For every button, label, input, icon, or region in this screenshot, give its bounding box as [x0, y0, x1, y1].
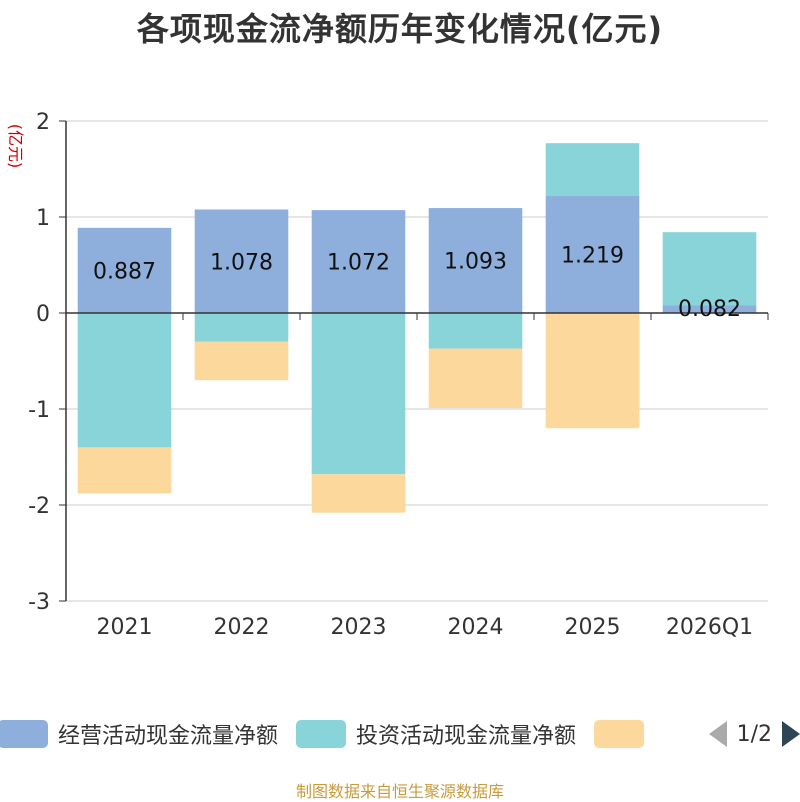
chart-title: 各项现金流净额历年变化情况(亿元): [136, 10, 664, 48]
legend-label: 经营活动现金流量净额: [58, 724, 279, 749]
y-tick-label: 0: [36, 302, 50, 327]
bar-segment: [662, 305, 757, 313]
legend-item[interactable]: 经营活动现金流量净额: [0, 718, 278, 750]
bar-segment: [77, 447, 172, 494]
bar-segment: [194, 313, 289, 342]
bar-segment: [428, 313, 523, 349]
source-note: 制图数据来自恒生聚源数据库: [295, 782, 504, 801]
data-label: 1.072: [327, 251, 390, 276]
data-label: 1.078: [210, 250, 273, 275]
bar-segment: [194, 341, 289, 381]
bar-segment: [311, 474, 406, 513]
data-label: 1.093: [444, 250, 507, 275]
x-tick-label: 2024: [448, 615, 504, 640]
legend-pager: 1/2: [696, 716, 800, 752]
x-tick-label: 2021: [97, 615, 153, 640]
data-label: 1.219: [561, 243, 624, 268]
bar-segment: [545, 195, 640, 313]
bar-segment: [194, 209, 289, 313]
x-tick-label: 2022: [214, 615, 270, 640]
bar-segment: [77, 313, 172, 448]
legend-swatch: [0, 720, 48, 748]
x-tick-label: 2025: [565, 615, 621, 640]
y-axis-label: (亿元): [6, 124, 25, 169]
data-label: 0.887: [93, 259, 156, 284]
bar-segment: [311, 210, 406, 313]
bar-segment: [311, 313, 406, 475]
data-label: 0.082: [678, 297, 741, 322]
legend: 经营活动现金流量净额 投资活动现金流量净额: [0, 716, 800, 752]
x-tick-label: 2023: [331, 615, 387, 640]
bar-segment: [662, 232, 757, 306]
bar-segment: [77, 227, 172, 313]
bar-segment: [545, 313, 640, 429]
legend-next-arrow-icon[interactable]: [782, 721, 800, 747]
bar-segment: [428, 208, 523, 313]
y-tick-label: 2: [36, 110, 50, 135]
x-tick-label: 2026Q1: [666, 615, 753, 640]
y-tick-label: -1: [28, 398, 50, 423]
bar-segment: [428, 348, 523, 409]
legend-item[interactable]: [594, 720, 654, 748]
y-tick-label: -3: [28, 590, 50, 615]
legend-swatch: [594, 720, 645, 748]
legend-prev-arrow-icon[interactable]: [708, 721, 727, 747]
y-tick-label: 1: [36, 206, 50, 231]
legend-swatch: [296, 720, 347, 748]
y-tick-label: -2: [28, 494, 50, 519]
legend-label: 投资活动现金流量净额: [356, 724, 577, 749]
legend-item[interactable]: 投资活动现金流量净额: [296, 718, 576, 750]
bar-segment: [545, 143, 640, 196]
legend-page-indicator: 1/2: [736, 721, 772, 747]
